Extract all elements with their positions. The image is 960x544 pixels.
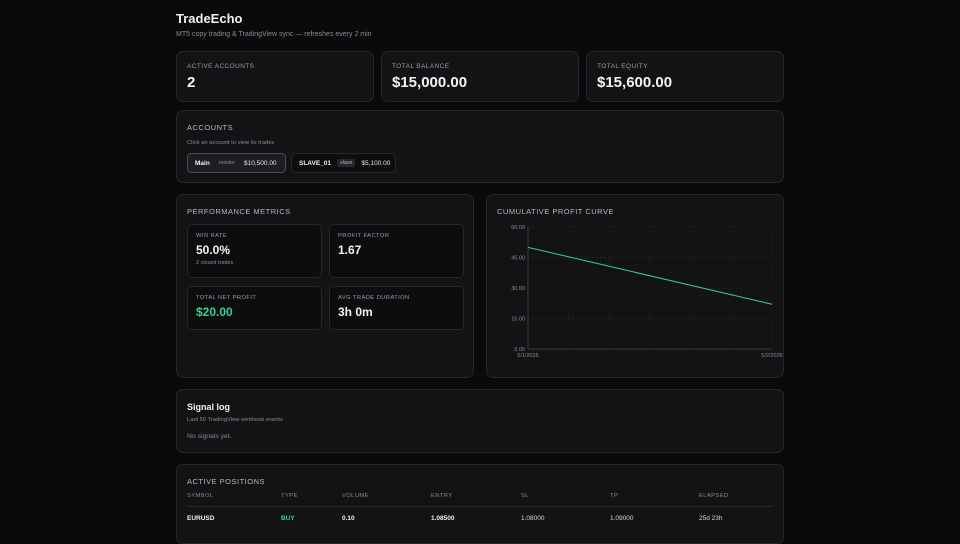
stat-value: $15,600.00 [597, 74, 673, 91]
cell-type: BUY [281, 515, 295, 522]
active-positions-panel: ACTIVE POSITIONS SYMBOL TYPE VOLUME ENTR… [176, 464, 784, 544]
column-header-type: TYPE [281, 493, 342, 507]
column-header-sl: SL [521, 493, 610, 507]
table-header-row: SYMBOL TYPE VOLUME ENTRY SL TP ELAPSED [187, 493, 773, 507]
account-role-badge: slave [337, 159, 356, 167]
profit-curve-chart: 0.00 15.00 30.00 45.00 60.00 5/1/2026 5/2/2026 [511, 225, 782, 359]
y-tick-label: 0.00 [514, 347, 525, 353]
column-header-symbol: SYMBOL [187, 493, 281, 507]
stat-label: TOTAL BALANCE [392, 63, 450, 70]
cell-volume: 0.10 [342, 515, 355, 522]
metric-avg-trade-duration: AVG TRADE DURATION 3h 0m [329, 286, 464, 330]
account-role-badge: master [218, 160, 236, 166]
stat-label: ACTIVE ACCOUNTS [187, 63, 255, 70]
metric-value: 3h 0m [338, 305, 373, 319]
stat-card-total-equity: TOTAL EQUITY $15,600.00 [586, 51, 784, 102]
stat-label: TOTAL EQUITY [597, 63, 648, 70]
profit-curve-panel: CUMULATIVE PROFIT CURVE 0.00 15.00 30.00 45… [486, 194, 784, 378]
y-tick-label: 15.00 [511, 317, 525, 323]
y-tick-label: 45.00 [511, 256, 525, 262]
signal-log-hint: Last 50 TradingView webhook events [187, 417, 283, 423]
column-header-entry: ENTRY [431, 493, 521, 507]
column-header-volume: VOLUME [342, 493, 431, 507]
x-tick-label: 5/1/2026 [517, 353, 538, 359]
x-tick-label: 5/2/2026 [761, 353, 782, 359]
active-positions-label: ACTIVE POSITIONS [187, 477, 266, 486]
y-tick-label: 60.00 [511, 225, 525, 231]
cell-sl: 1.08000 [521, 515, 545, 522]
account-balance: $10,500.00 [244, 159, 277, 167]
performance-label: PERFORMANCE METRICS [187, 207, 291, 216]
metric-profit-factor: PROFIT FACTOR 1.67 [329, 224, 464, 278]
metric-label: TOTAL NET PROFIT [196, 295, 257, 301]
metric-label: PROFIT FACTOR [338, 233, 390, 239]
table-row[interactable]: EURUSD BUY 0.10 1.08500 1.08000 1.09000 … [187, 507, 773, 522]
y-tick-label: 30.00 [511, 286, 525, 292]
series-line [527, 246, 773, 305]
signal-log-title: Signal log [187, 402, 231, 412]
positions-table: SYMBOL TYPE VOLUME ENTRY SL TP ELAPSED E… [187, 493, 773, 522]
metric-win-rate: WIN RATE 50.0% 2 closed trades [187, 224, 322, 278]
metric-label: WIN RATE [196, 233, 228, 239]
account-name: SLAVE_01 [299, 159, 332, 167]
metric-subtext: 2 closed trades [196, 260, 234, 266]
cell-entry: 1.08500 [431, 515, 455, 522]
signal-log-empty-message: No signals yet. [187, 433, 232, 440]
column-header-elapsed: ELAPSED [699, 493, 773, 507]
stat-value: 2 [187, 74, 196, 91]
metric-label: AVG TRADE DURATION [338, 295, 410, 301]
cell-tp: 1.09000 [610, 515, 634, 522]
stat-card-active-accounts: ACTIVE ACCOUNTS 2 [176, 51, 374, 102]
column-header-tp: TP [610, 493, 699, 507]
app-title: TradeEcho [176, 11, 243, 26]
cell-elapsed: 25d 23h [699, 515, 723, 522]
accounts-label: ACCOUNTS [187, 123, 234, 132]
metric-value: $20.00 [196, 305, 233, 319]
app-subtitle: MT5 copy trading & TradingView sync — re… [176, 31, 372, 38]
cell-symbol: EURUSD [187, 515, 215, 522]
stat-value: $15,000.00 [392, 74, 468, 91]
signal-log-panel: Signal log Last 50 TradingView webhook e… [176, 389, 784, 453]
stat-card-total-balance: TOTAL BALANCE $15,000.00 [381, 51, 579, 102]
performance-metrics-panel: PERFORMANCE METRICS WIN RATE 50.0% 2 clo… [176, 194, 474, 378]
metric-value: 1.67 [338, 243, 362, 257]
account-name: Main [195, 159, 210, 167]
account-balance: $5,100.00 [361, 159, 391, 167]
account-button-main[interactable]: Main master $10,500.00 [187, 153, 286, 173]
account-button-slave-01[interactable]: SLAVE_01 slave $5,100.00 [291, 153, 396, 173]
accounts-panel: ACCOUNTS Click an account to view its tr… [176, 110, 784, 183]
metric-value: 50.0% [196, 243, 231, 257]
profit-curve-label: CUMULATIVE PROFIT CURVE [497, 207, 614, 216]
accounts-hint: Click an account to view its trades [187, 140, 275, 146]
metric-total-net-profit: TOTAL NET PROFIT $20.00 [187, 286, 322, 330]
